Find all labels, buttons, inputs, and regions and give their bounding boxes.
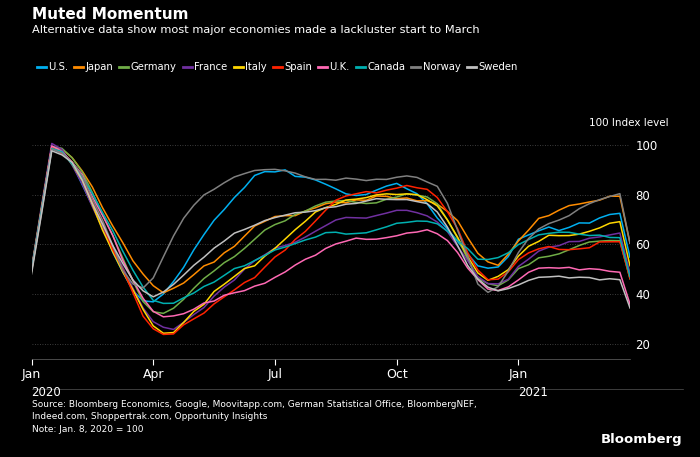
Text: Source: Bloomberg Economics, Google, Moovitapp.com, German Statistical Office, B: Source: Bloomberg Economics, Google, Moo… (32, 400, 476, 434)
Text: 2021: 2021 (519, 386, 548, 399)
Legend: U.S., Japan, Germany, France, Italy, Spain, U.K., Canada, Norway, Sweden: U.S., Japan, Germany, France, Italy, Spa… (36, 62, 517, 72)
Text: Bloomberg: Bloomberg (601, 433, 682, 446)
Text: 2020: 2020 (32, 386, 62, 399)
Text: Muted Momentum: Muted Momentum (32, 7, 188, 22)
Text: 100 Index level: 100 Index level (589, 118, 668, 128)
Text: Alternative data show most major economies made a lackluster start to March: Alternative data show most major economi… (32, 25, 479, 35)
